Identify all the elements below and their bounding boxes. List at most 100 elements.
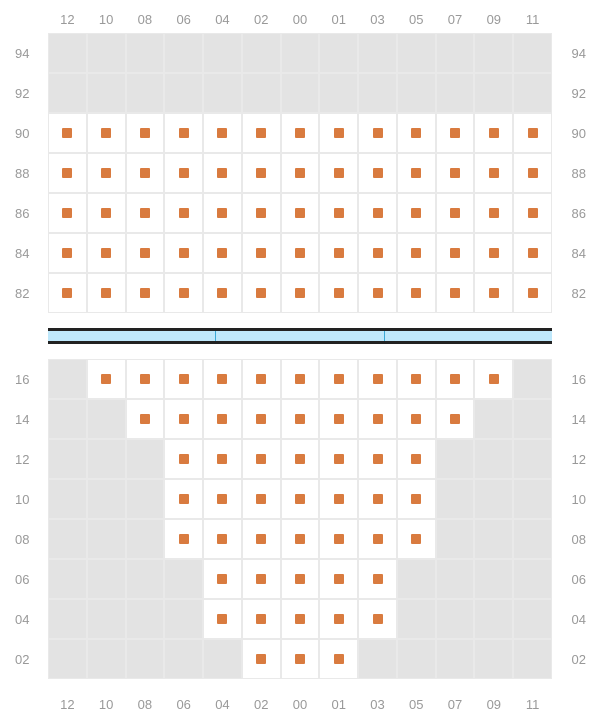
seat-cell[interactable] xyxy=(281,233,320,273)
seat-cell[interactable] xyxy=(203,233,242,273)
seat-cell[interactable] xyxy=(203,599,242,639)
seat-cell[interactable] xyxy=(319,193,358,233)
seat-cell[interactable] xyxy=(203,153,242,193)
seat-cell[interactable] xyxy=(281,399,320,439)
seat-cell[interactable] xyxy=(242,559,281,599)
seat-cell[interactable] xyxy=(164,399,203,439)
seat-cell[interactable] xyxy=(319,233,358,273)
seat-cell[interactable] xyxy=(474,113,513,153)
seat-cell[interactable] xyxy=(358,193,397,233)
seat-cell[interactable] xyxy=(126,399,165,439)
seat-cell[interactable] xyxy=(474,233,513,273)
seat-cell[interactable] xyxy=(358,359,397,399)
seat-cell[interactable] xyxy=(319,113,358,153)
seat-cell[interactable] xyxy=(48,273,87,313)
seat-cell[interactable] xyxy=(281,359,320,399)
seat-cell[interactable] xyxy=(203,479,242,519)
seat-cell[interactable] xyxy=(203,399,242,439)
seat-cell[interactable] xyxy=(397,153,436,193)
seat-cell[interactable] xyxy=(436,399,475,439)
seat-cell[interactable] xyxy=(358,233,397,273)
seat-cell[interactable] xyxy=(436,113,475,153)
seat-cell[interactable] xyxy=(358,399,397,439)
seat-cell[interactable] xyxy=(242,273,281,313)
seat-cell[interactable] xyxy=(48,113,87,153)
seat-cell[interactable] xyxy=(281,479,320,519)
seat-cell[interactable] xyxy=(319,439,358,479)
seat-cell[interactable] xyxy=(436,153,475,193)
seat-cell[interactable] xyxy=(164,359,203,399)
seat-cell[interactable] xyxy=(87,233,126,273)
seat-cell[interactable] xyxy=(397,359,436,399)
seat-cell[interactable] xyxy=(203,273,242,313)
seat-cell[interactable] xyxy=(319,559,358,599)
seat-cell[interactable] xyxy=(281,559,320,599)
seat-cell[interactable] xyxy=(319,639,358,679)
seat-cell[interactable] xyxy=(87,273,126,313)
seat-cell[interactable] xyxy=(87,193,126,233)
seat-cell[interactable] xyxy=(513,113,552,153)
seat-cell[interactable] xyxy=(242,479,281,519)
seat-cell[interactable] xyxy=(513,193,552,233)
seat-cell[interactable] xyxy=(164,193,203,233)
seat-cell[interactable] xyxy=(397,479,436,519)
seat-cell[interactable] xyxy=(48,193,87,233)
seat-cell[interactable] xyxy=(87,359,126,399)
seat-cell[interactable] xyxy=(281,153,320,193)
seat-cell[interactable] xyxy=(242,599,281,639)
seat-cell[interactable] xyxy=(281,519,320,559)
seat-cell[interactable] xyxy=(242,113,281,153)
seat-cell[interactable] xyxy=(48,233,87,273)
seat-cell[interactable] xyxy=(319,479,358,519)
seat-cell[interactable] xyxy=(281,193,320,233)
seat-cell[interactable] xyxy=(358,273,397,313)
seat-cell[interactable] xyxy=(242,233,281,273)
seat-cell[interactable] xyxy=(242,359,281,399)
seat-cell[interactable] xyxy=(358,599,397,639)
seat-cell[interactable] xyxy=(358,479,397,519)
seat-cell[interactable] xyxy=(164,479,203,519)
seat-cell[interactable] xyxy=(87,153,126,193)
seat-cell[interactable] xyxy=(513,273,552,313)
seat-cell[interactable] xyxy=(126,113,165,153)
seat-cell[interactable] xyxy=(242,153,281,193)
seat-cell[interactable] xyxy=(474,273,513,313)
seat-cell[interactable] xyxy=(126,233,165,273)
seat-cell[interactable] xyxy=(319,359,358,399)
seat-cell[interactable] xyxy=(474,153,513,193)
seat-cell[interactable] xyxy=(203,519,242,559)
seat-cell[interactable] xyxy=(242,439,281,479)
seat-cell[interactable] xyxy=(436,273,475,313)
seat-cell[interactable] xyxy=(203,359,242,399)
seat-cell[interactable] xyxy=(319,273,358,313)
seat-cell[interactable] xyxy=(242,193,281,233)
seat-cell[interactable] xyxy=(281,599,320,639)
seat-cell[interactable] xyxy=(48,153,87,193)
seat-cell[interactable] xyxy=(397,399,436,439)
seat-cell[interactable] xyxy=(164,519,203,559)
seat-cell[interactable] xyxy=(242,639,281,679)
seat-cell[interactable] xyxy=(126,273,165,313)
seat-cell[interactable] xyxy=(319,519,358,559)
seat-cell[interactable] xyxy=(397,113,436,153)
seat-cell[interactable] xyxy=(164,273,203,313)
seat-cell[interactable] xyxy=(281,273,320,313)
seat-cell[interactable] xyxy=(126,193,165,233)
seat-cell[interactable] xyxy=(436,233,475,273)
seat-cell[interactable] xyxy=(242,519,281,559)
seat-cell[interactable] xyxy=(281,439,320,479)
seat-cell[interactable] xyxy=(358,439,397,479)
seat-cell[interactable] xyxy=(474,193,513,233)
seat-cell[interactable] xyxy=(397,233,436,273)
seat-cell[interactable] xyxy=(203,113,242,153)
seat-cell[interactable] xyxy=(203,439,242,479)
seat-cell[interactable] xyxy=(164,153,203,193)
seat-cell[interactable] xyxy=(397,519,436,559)
seat-cell[interactable] xyxy=(358,519,397,559)
seat-cell[interactable] xyxy=(164,233,203,273)
seat-cell[interactable] xyxy=(203,193,242,233)
seat-cell[interactable] xyxy=(397,439,436,479)
seat-cell[interactable] xyxy=(397,273,436,313)
seat-cell[interactable] xyxy=(203,559,242,599)
seat-cell[interactable] xyxy=(436,193,475,233)
